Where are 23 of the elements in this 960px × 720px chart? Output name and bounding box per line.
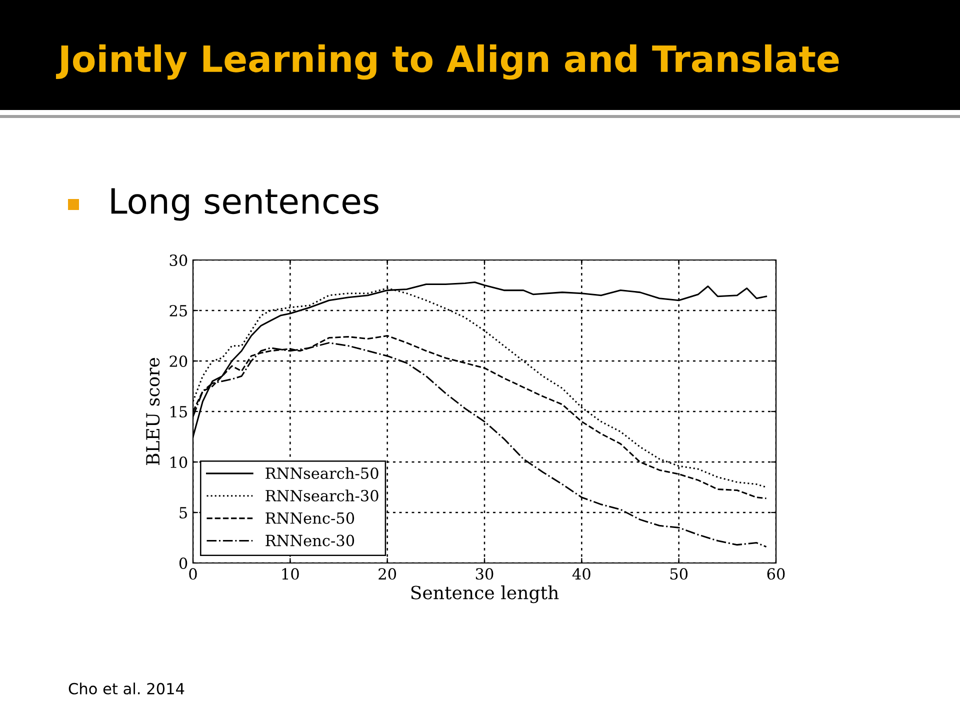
x-tick-label: 50	[670, 568, 688, 580]
x-tick-label: 10	[282, 568, 299, 580]
y-tick-label: 20	[170, 355, 188, 368]
legend-label: RNNsearch-30	[266, 490, 378, 502]
y-tick-label: 0	[179, 557, 188, 570]
text: Cho et al. 2014	[68, 682, 184, 694]
legend-label: RNNenc-30	[266, 534, 354, 546]
y-tick-label: 5	[180, 507, 187, 519]
legend-label: RNNsearch-50	[266, 467, 378, 480]
y-tick-label: 30	[170, 254, 188, 266]
chart-subtitle: Long sentences	[111, 188, 378, 221]
y-tick-label: 25	[170, 304, 187, 317]
x-axis-title: Sentence length	[411, 585, 559, 604]
x-tick-label: 20	[378, 568, 396, 580]
chart-title: Jointly Learning to Align and Translate	[56, 44, 839, 80]
x-tick-label: 40	[572, 568, 590, 580]
x-tick-label: 0	[189, 568, 197, 580]
x-tick-label: 30	[476, 568, 494, 580]
x-tick-label: 60	[767, 568, 785, 580]
y-tick-label: 10	[170, 456, 188, 468]
y-tick-label: 15	[170, 406, 187, 418]
legend-label: RNNenc-50	[266, 512, 354, 524]
y-axis-title: BLEU score	[146, 358, 160, 465]
